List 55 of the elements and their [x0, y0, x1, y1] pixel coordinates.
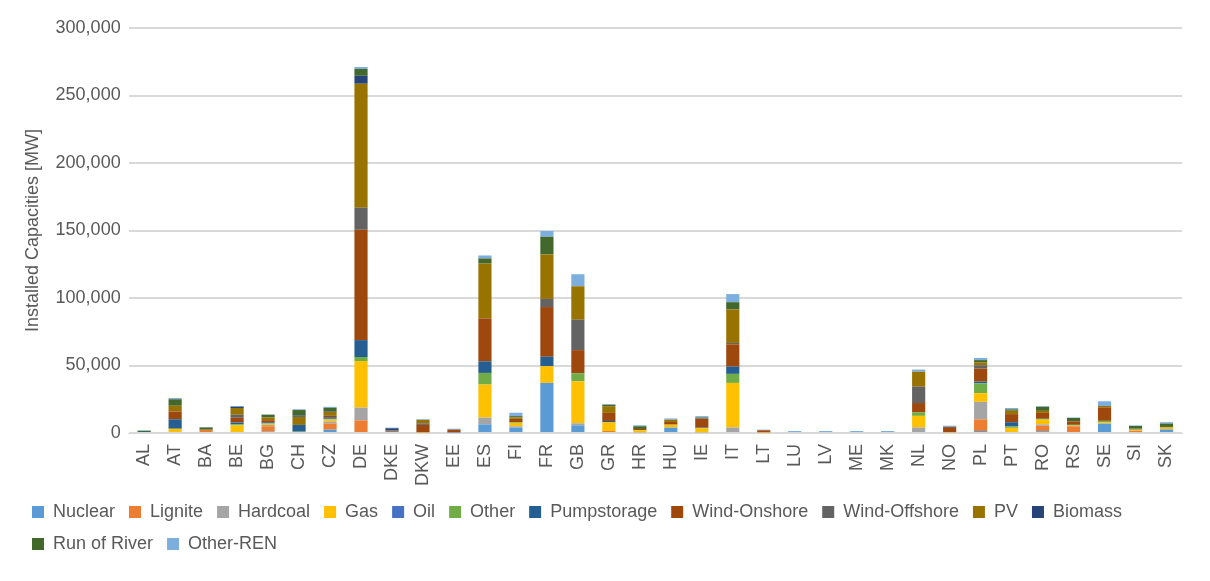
x-tick-label: GR: [597, 444, 618, 472]
x-tick-label: EE: [442, 444, 463, 469]
legend-label: Other-REN: [188, 532, 278, 553]
x-tick-label: LU: [783, 444, 804, 468]
legend-label: Oil: [413, 500, 436, 521]
legend-label: PV: [993, 500, 1018, 521]
y-tick-label: 300,000: [55, 16, 121, 37]
x-tick-label: DKE: [380, 444, 401, 482]
legend-label: Gas: [345, 500, 379, 521]
legend-label: Hardcoal: [238, 500, 311, 521]
x-tick-label: BA: [195, 444, 216, 469]
x-tick-label: BG: [257, 444, 278, 471]
x-tick-label: SI: [1124, 444, 1145, 462]
x-tick-label: HU: [659, 444, 680, 471]
x-tick-label: MK: [876, 444, 897, 472]
legend-label: Pumpstorage: [550, 500, 658, 521]
x-tick-label: ME: [845, 444, 866, 472]
x-tick-label: DKW: [411, 444, 432, 487]
x-tick-label: GB: [566, 444, 587, 471]
x-tick-label: DE: [349, 444, 370, 470]
x-tick-label: NO: [938, 444, 959, 472]
x-tick-label: LV: [814, 444, 835, 465]
y-tick-label: 200,000: [55, 151, 121, 172]
x-tick-label: AL: [133, 444, 154, 467]
x-tick-label: CZ: [319, 444, 340, 469]
x-tick-label: PL: [969, 444, 990, 467]
x-tick-label: HR: [628, 444, 649, 471]
legend-label: Other: [470, 500, 516, 521]
legend-label: Wind-Offshore: [843, 500, 959, 521]
y-tick-label: 0: [110, 421, 121, 442]
y-tick-label: 100,000: [55, 286, 121, 307]
x-tick-label: RS: [1062, 444, 1083, 470]
x-tick-label: RO: [1031, 444, 1052, 472]
legend-label: Wind-Onshore: [692, 500, 809, 521]
y-axis-title: Installed Capacities [MW]: [21, 128, 42, 333]
x-tick-label: NL: [907, 444, 928, 468]
x-tick-label: FI: [504, 444, 525, 461]
x-tick-label: LT: [752, 444, 773, 464]
x-tick-label: AT: [164, 444, 185, 466]
x-tick-label: FR: [535, 444, 556, 469]
legend-label: Lignite: [150, 500, 204, 521]
legend-label: Run of River: [53, 532, 154, 553]
x-tick-label: ES: [473, 444, 494, 469]
x-tick-label: PT: [1000, 444, 1021, 468]
legend-label: Nuclear: [53, 500, 116, 521]
x-tick-label: CH: [288, 444, 309, 471]
x-tick-label: IT: [721, 444, 742, 461]
x-tick-label: SE: [1093, 444, 1114, 469]
y-tick-label: 50,000: [65, 354, 121, 375]
x-tick-label: BE: [226, 444, 247, 469]
x-tick-label: SK: [1155, 444, 1176, 469]
y-tick-label: 150,000: [55, 219, 121, 240]
x-tick-label: IE: [690, 444, 711, 462]
y-tick-label: 250,000: [55, 84, 121, 105]
legend-label: Biomass: [1052, 500, 1122, 521]
